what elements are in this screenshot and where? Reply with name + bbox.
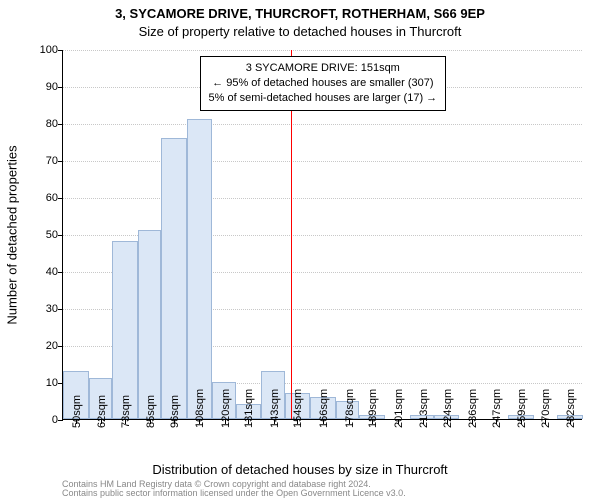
histogram-bar [112,241,138,419]
gridline [63,124,582,125]
annot-line3: 5% of semi-detached houses are larger (1… [209,92,438,104]
ytick-label: 0 [18,414,58,426]
histogram-bar [187,119,213,419]
gridline [63,161,582,162]
ytick-label: 30 [18,303,58,315]
ytick-label: 70 [18,155,58,167]
x-axis-label: Distribution of detached houses by size … [0,462,600,477]
ytick-mark [58,124,63,125]
histogram-bar [138,230,161,419]
ytick-label: 10 [18,377,58,389]
ytick-mark [58,50,63,51]
plot-area: 3 SYCAMORE DRIVE: 151sqm ← 95% of detache… [62,50,582,420]
annot-line1: 3 SYCAMORE DRIVE: 151sqm [246,62,400,74]
ytick-label: 90 [18,81,58,93]
ytick-mark [58,272,63,273]
ytick-label: 20 [18,340,58,352]
ytick-label: 50 [18,229,58,241]
histogram-chart: 3, SYCAMORE DRIVE, THURCROFT, ROTHERHAM,… [0,0,600,500]
ytick-mark [58,420,63,421]
ytick-mark [58,346,63,347]
ytick-mark [58,309,63,310]
chart-title-line2: Size of property relative to detached ho… [0,24,600,39]
ytick-label: 40 [18,266,58,278]
ytick-mark [58,87,63,88]
ytick-label: 80 [18,118,58,130]
annotation-box: 3 SYCAMORE DRIVE: 151sqm ← 95% of detache… [200,56,447,111]
histogram-bar [161,138,187,419]
chart-title-line1: 3, SYCAMORE DRIVE, THURCROFT, ROTHERHAM,… [0,6,600,21]
footnote: Contains HM Land Registry data © Crown c… [62,480,406,498]
ytick-label: 100 [18,44,58,56]
annot-line2: ← 95% of detached houses are smaller (30… [212,77,433,89]
footnote-line2: Contains public sector information licen… [62,488,406,498]
ytick-mark [58,198,63,199]
gridline [63,198,582,199]
ytick-mark [58,161,63,162]
ytick-label: 60 [18,192,58,204]
gridline [63,50,582,51]
ytick-mark [58,235,63,236]
